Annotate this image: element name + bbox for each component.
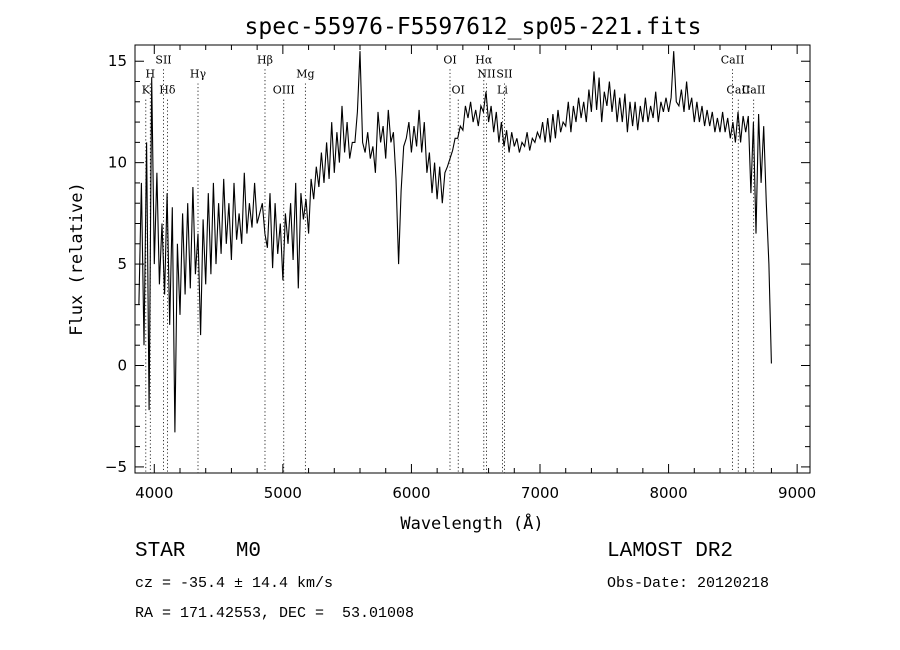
object-type: STAR M0 <box>135 540 262 563</box>
spectral-line-label: H <box>146 67 156 80</box>
spectral-line-label: SII <box>496 67 512 80</box>
x-tick-label: 6000 <box>392 484 430 502</box>
spectral-line-markers <box>145 69 755 473</box>
x-tick-label: 7000 <box>521 484 559 502</box>
spectral-line-label: CaII <box>721 53 745 66</box>
plot-frame <box>134 44 811 474</box>
y-tick-label: 15 <box>108 52 127 70</box>
spectral-line-label: Hγ <box>190 67 207 80</box>
chart-title: spec-55976-F5597612_sp05-221.fits <box>245 14 702 40</box>
redshift-velocity: cz = -35.4 ± 14.4 km/s <box>135 575 334 592</box>
spectral-line-label: OI <box>452 84 465 97</box>
spectral-line-label: NII <box>477 67 495 80</box>
spectrum-line <box>138 51 772 433</box>
spectral-line-label: CaII <box>742 84 766 97</box>
y-tick-label: 5 <box>117 255 127 273</box>
y-tick-label: −5 <box>105 458 127 476</box>
axis-ticks <box>135 45 810 473</box>
x-tick-label: 9000 <box>778 484 816 502</box>
sky-coordinates: RA = 171.42553, DEC = 53.01008 <box>135 605 415 622</box>
x-tick-label: 8000 <box>649 484 687 502</box>
spectral-line-label: Hβ <box>257 53 273 66</box>
x-axis-label: Wavelength (Å) <box>400 512 543 534</box>
spectral-line-label: CaII <box>726 84 750 97</box>
y-tick-label: 10 <box>108 154 127 172</box>
y-axis-label: Flux (relative) <box>67 182 87 336</box>
spectral-line-label: K <box>142 84 151 97</box>
observation-date: Obs-Date: 20120218 <box>607 575 770 592</box>
spectral-line-label: Hα <box>475 53 493 66</box>
x-tick-label: 5000 <box>264 484 302 502</box>
survey-name: LAMOST DR2 <box>607 540 734 563</box>
spectral-line-label: Hδ <box>159 84 176 97</box>
spectral-line-labels: KHSIIHδHγHβOIIIMgOIOIHαNIILiSIICaIICaIIC… <box>142 53 766 96</box>
spectral-line-label: Li <box>497 84 508 97</box>
x-tick-label: 4000 <box>135 484 173 502</box>
spectral-line-label: OI <box>443 53 456 66</box>
spectral-line-label: OIII <box>273 84 295 97</box>
spectral-line-label: Mg <box>296 67 314 80</box>
axis-tick-labels: 4000 5000 6000 7000 8000 9000 −5 0 5 10 15 <box>105 52 816 502</box>
y-tick-label: 0 <box>117 356 127 374</box>
spectral-line-label: SII <box>155 53 171 66</box>
